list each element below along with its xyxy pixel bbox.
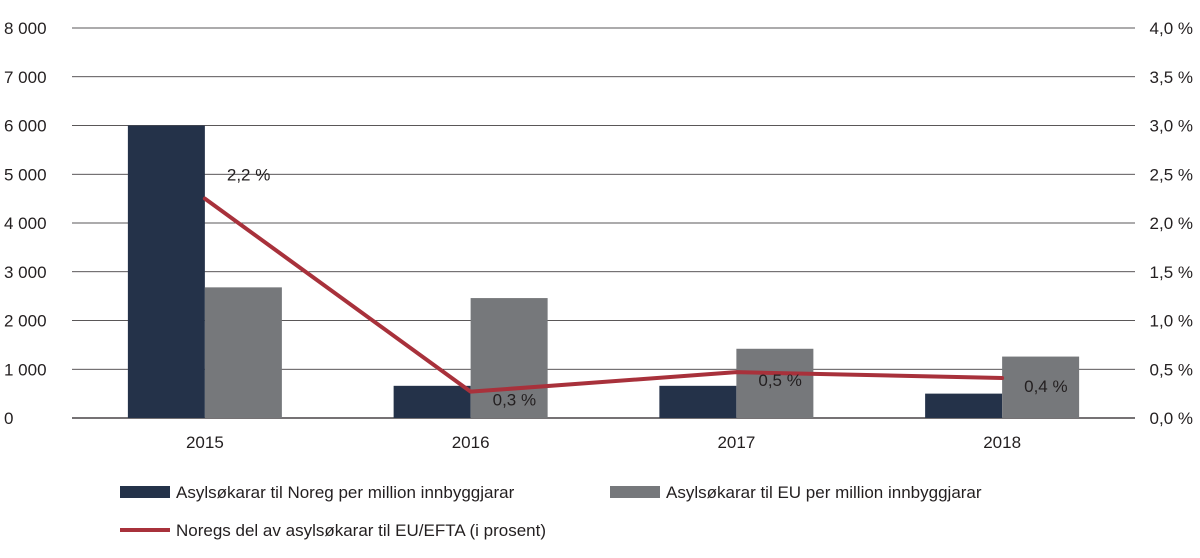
- right-axis-tick-label: 1,0 %: [1150, 312, 1193, 331]
- share-series-line: [202, 196, 1005, 394]
- right-axis-tick-label: 0,5 %: [1150, 360, 1193, 379]
- bar-norway: [127, 125, 205, 418]
- left-axis-tick-labels: 0 1 000 2 000 3 000 4 000 5 000 6 000 7 000 8 00…: [4, 19, 47, 428]
- share-line: [202, 196, 1005, 394]
- x-axis-tick-labels: 2015 2016 2017 2018: [186, 433, 1021, 452]
- line-data-label: 0,3 %: [493, 391, 536, 410]
- legend-swatch: [610, 486, 660, 498]
- legend-item-share: Noregs del av asylsøkarar til EU/EFTA (i…: [120, 521, 546, 540]
- bars: [127, 125, 1080, 418]
- bar-eu: [1002, 356, 1080, 418]
- right-axis-tick-label: 0,0 %: [1150, 409, 1193, 428]
- legend-label: Asylsøkarar til EU per million innbyggja…: [666, 483, 982, 502]
- left-axis-tick-label: 4 000: [4, 214, 47, 233]
- legend-swatch: [120, 486, 170, 498]
- right-axis-tick-label: 4,0 %: [1150, 19, 1193, 38]
- x-axis-tick-label: 2018: [983, 433, 1021, 452]
- left-axis-tick-label: 1 000: [4, 360, 47, 379]
- x-axis-tick-label: 2016: [452, 433, 490, 452]
- line-data-label: 0,4 %: [1024, 377, 1067, 396]
- bar-norway: [393, 385, 471, 418]
- right-axis-tick-label: 2,0 %: [1150, 214, 1193, 233]
- line-data-label: 0,5 %: [758, 371, 801, 390]
- bar-eu: [470, 298, 548, 418]
- x-axis-tick-label: 2015: [186, 433, 224, 452]
- line-data-labels: 2,2 % 0,3 % 0,5 % 0,4 %: [227, 166, 1068, 410]
- left-axis-tick-label: 6 000: [4, 117, 47, 136]
- legend-item-norway: Asylsøkarar til Noreg per million innbyg…: [120, 483, 515, 502]
- bar-norway: [659, 385, 737, 418]
- right-axis-tick-labels: 0,0 % 0,5 % 1,0 % 1,5 % 2,0 % 2,5 % 3,0 % 3,5 %…: [1150, 19, 1193, 428]
- legend-item-eu: Asylsøkarar til EU per million innbyggja…: [610, 483, 982, 502]
- bar-norway: [925, 393, 1003, 418]
- left-axis-tick-label: 8 000: [4, 19, 47, 38]
- left-axis-tick-label: 2 000: [4, 312, 47, 331]
- left-axis-tick-label: 7 000: [4, 68, 47, 87]
- left-axis-tick-label: 3 000: [4, 263, 47, 282]
- legend-label: Asylsøkarar til Noreg per million innbyg…: [176, 483, 515, 502]
- right-axis-tick-label: 2,5 %: [1150, 165, 1193, 184]
- right-axis-tick-label: 3,5 %: [1150, 68, 1193, 87]
- left-axis-tick-label: 5 000: [4, 165, 47, 184]
- legend: Asylsøkarar til Noreg per million innbyg…: [120, 483, 982, 540]
- left-axis-tick-label: 0: [4, 409, 13, 428]
- line-data-label: 2,2 %: [227, 166, 270, 185]
- bar-eu: [736, 348, 814, 418]
- bar-eu: [204, 287, 282, 418]
- right-axis-tick-label: 3,0 %: [1150, 117, 1193, 136]
- right-axis-tick-label: 1,5 %: [1150, 263, 1193, 282]
- x-axis-tick-label: 2017: [717, 433, 755, 452]
- legend-label: Noregs del av asylsøkarar til EU/EFTA (i…: [176, 521, 546, 540]
